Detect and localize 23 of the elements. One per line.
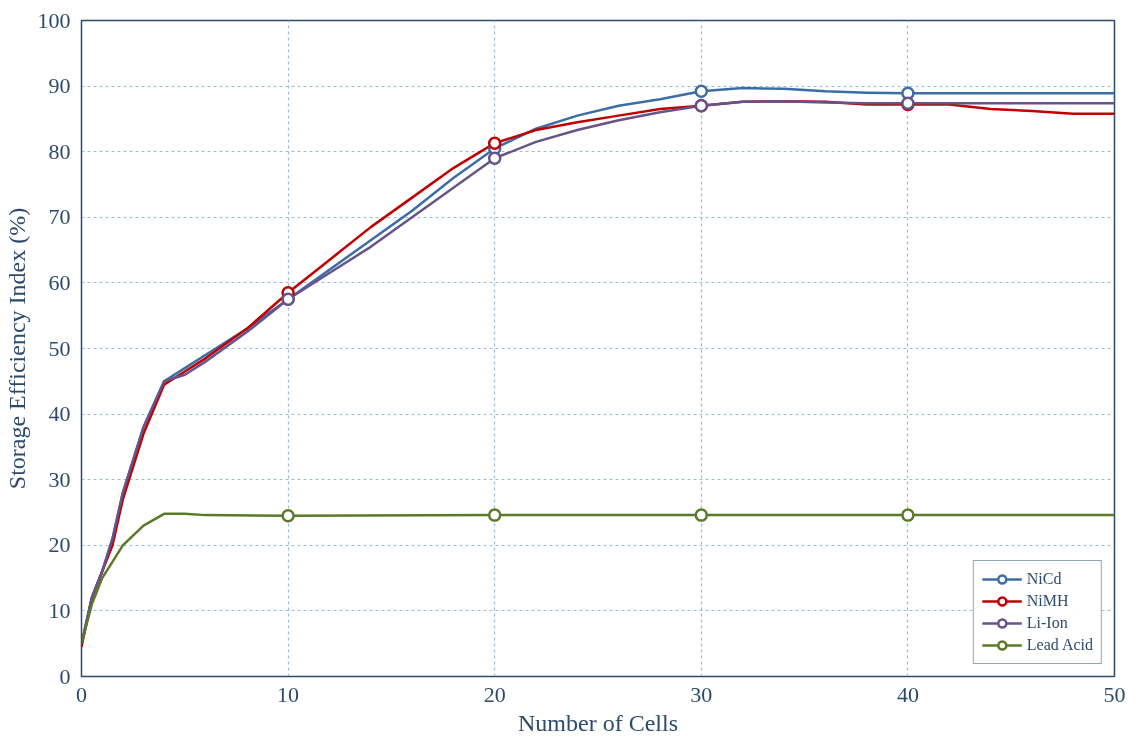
y-tick-label: 70 xyxy=(48,204,71,230)
y-tick-label: 30 xyxy=(48,466,71,492)
y-tick-label: 100 xyxy=(37,7,71,33)
y-tick-label: 80 xyxy=(48,138,71,164)
y-tick-label: 50 xyxy=(48,335,71,361)
legend-label: Lead Acid xyxy=(1026,636,1093,654)
legend-label: NiMH xyxy=(1026,592,1069,610)
legend-label: Li-Ion xyxy=(1026,614,1068,632)
y-tick-label: 40 xyxy=(48,401,71,427)
y-tick-label: 0 xyxy=(59,663,71,689)
x-tick-label: 30 xyxy=(690,681,713,707)
y-tick-label: 20 xyxy=(48,532,71,558)
y-axis-title: Storage Efficiency Index (%) xyxy=(3,207,30,490)
y-tick-label: 60 xyxy=(48,269,71,295)
x-tick-label: 20 xyxy=(483,681,506,707)
x-tick-label: 50 xyxy=(1103,681,1126,707)
y-tick-label: 10 xyxy=(48,597,71,623)
y-tick-label: 90 xyxy=(48,73,71,99)
x-tick-label: 10 xyxy=(277,681,300,707)
x-tick-label: 40 xyxy=(896,681,919,707)
legend-label: NiCd xyxy=(1026,570,1062,588)
x-axis-title: Number of Cells xyxy=(518,709,678,736)
x-tick-label: 0 xyxy=(76,681,87,707)
